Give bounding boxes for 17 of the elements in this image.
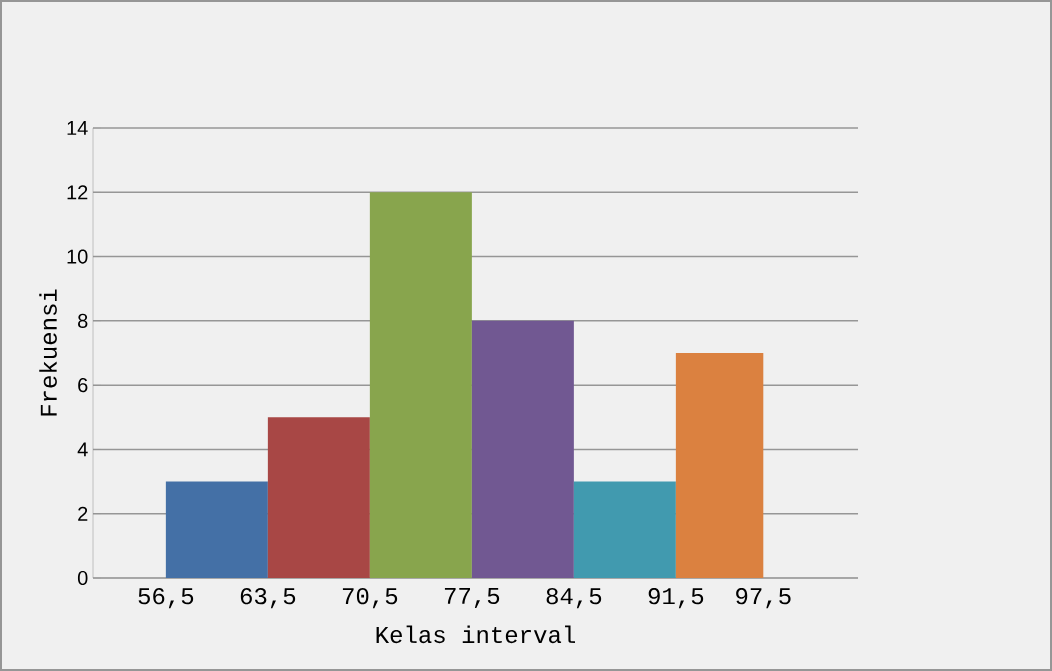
y-tick-label: 14 — [67, 121, 88, 135]
x-tick-label: 84,5 — [546, 588, 602, 609]
y-tick-label: 6 — [78, 378, 88, 393]
x-tick-label: 63,5 — [240, 588, 296, 609]
x-tick-label: 70,5 — [342, 588, 398, 609]
y-axis-title: Frekuensi — [39, 289, 57, 416]
y-tick-label: 10 — [67, 249, 88, 264]
y-tick-label: 8 — [78, 313, 88, 328]
x-tick-label: 97,5 — [736, 588, 791, 609]
x-tick-label: 77,5 — [444, 588, 500, 609]
y-tick-label: 4 — [77, 442, 88, 457]
x-axis-title: Kelas interval — [376, 625, 575, 644]
x-tick-label: 56,5 — [138, 588, 194, 609]
y-tick-label: 0 — [77, 570, 88, 586]
y-tick-label: 12 — [67, 185, 88, 200]
y-tick-label: 2 — [78, 506, 88, 521]
x-tick-label: 91,5 — [648, 588, 704, 609]
